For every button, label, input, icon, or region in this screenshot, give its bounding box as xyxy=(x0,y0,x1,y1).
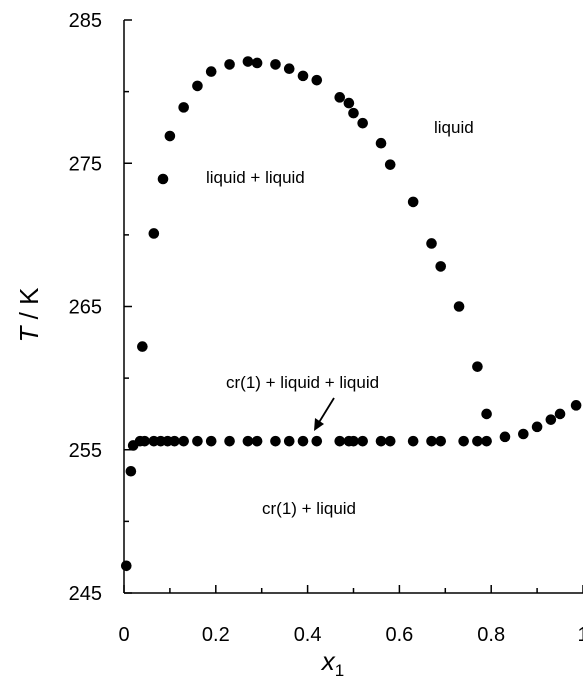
data-point xyxy=(334,92,346,103)
data-point xyxy=(348,107,359,119)
data-point xyxy=(178,102,189,113)
data-point xyxy=(554,408,566,420)
data-points xyxy=(120,56,582,572)
annotation-arrow xyxy=(314,397,335,431)
data-point xyxy=(357,117,368,129)
y-axis-title: T / K xyxy=(14,287,44,343)
data-point xyxy=(375,435,387,447)
data-point xyxy=(120,560,132,572)
data-point xyxy=(545,414,557,425)
y-ticks: 245 255 265 275 285 xyxy=(69,10,132,605)
data-point xyxy=(297,435,309,447)
data-point xyxy=(384,435,396,447)
data-point xyxy=(334,435,346,447)
x-tick-label: 0.8 xyxy=(477,624,505,646)
data-point xyxy=(224,59,235,70)
data-point xyxy=(251,435,263,447)
data-point xyxy=(481,408,492,420)
data-point xyxy=(270,59,281,70)
data-point xyxy=(148,228,160,239)
data-point xyxy=(407,435,419,447)
label-liquid-plus-liquid: liquid + liquid xyxy=(206,168,305,187)
data-point xyxy=(435,261,447,272)
label-cr-liquid: cr(1) + liquid xyxy=(262,499,356,518)
data-point xyxy=(458,435,469,447)
data-point xyxy=(242,56,254,67)
data-point xyxy=(251,57,263,69)
data-point xyxy=(518,428,529,440)
data-point xyxy=(453,301,465,312)
data-point xyxy=(205,435,217,447)
label-liquid: liquid xyxy=(434,118,474,137)
data-point xyxy=(192,435,203,447)
x-axis-title-subscript: 1 xyxy=(335,661,344,678)
data-point xyxy=(311,435,323,447)
x-tick-label: 0.6 xyxy=(385,624,413,646)
data-point xyxy=(472,435,483,447)
data-point xyxy=(270,435,281,447)
data-point xyxy=(481,435,492,447)
data-point xyxy=(297,70,309,82)
y-tick-label: 275 xyxy=(69,153,102,175)
x-ticks: 0 0.2 0.4 0.6 0.8 1 xyxy=(118,585,583,646)
data-point xyxy=(178,435,189,447)
data-point xyxy=(384,159,396,170)
data-point xyxy=(157,173,169,185)
y-tick-label: 255 xyxy=(69,440,102,462)
y-tick-label: 265 xyxy=(69,297,102,319)
data-point xyxy=(348,435,359,447)
data-point xyxy=(357,435,368,447)
data-point xyxy=(137,341,148,352)
data-point xyxy=(472,361,483,372)
data-point xyxy=(343,97,355,109)
data-point xyxy=(283,435,295,447)
x-axis-title-main: x xyxy=(320,646,336,676)
data-point xyxy=(205,66,217,77)
data-point xyxy=(407,196,419,208)
data-point xyxy=(375,137,387,149)
data-point xyxy=(224,435,235,447)
data-point xyxy=(139,435,150,447)
x-tick-label: 0.4 xyxy=(294,624,322,646)
data-point xyxy=(192,80,203,92)
data-point xyxy=(164,130,176,142)
data-point xyxy=(435,435,447,447)
label-cr-liquid-liquid: cr(1) + liquid + liquid xyxy=(226,373,379,392)
data-point xyxy=(531,421,543,433)
x-axis-title: x1 xyxy=(320,646,344,678)
data-point xyxy=(125,465,137,477)
data-point xyxy=(426,435,437,447)
x-tick-label: 0.2 xyxy=(202,624,230,646)
data-point xyxy=(169,435,180,447)
y-tick-label: 245 xyxy=(69,583,102,605)
data-point xyxy=(242,435,254,447)
data-point xyxy=(570,400,582,411)
x-tick-label: 1 xyxy=(577,624,583,646)
y-tick-label: 285 xyxy=(69,10,102,32)
data-point xyxy=(499,431,511,443)
data-point xyxy=(426,238,437,249)
data-point xyxy=(311,74,323,86)
data-point xyxy=(283,63,295,75)
x-tick-label: 0 xyxy=(118,624,129,646)
